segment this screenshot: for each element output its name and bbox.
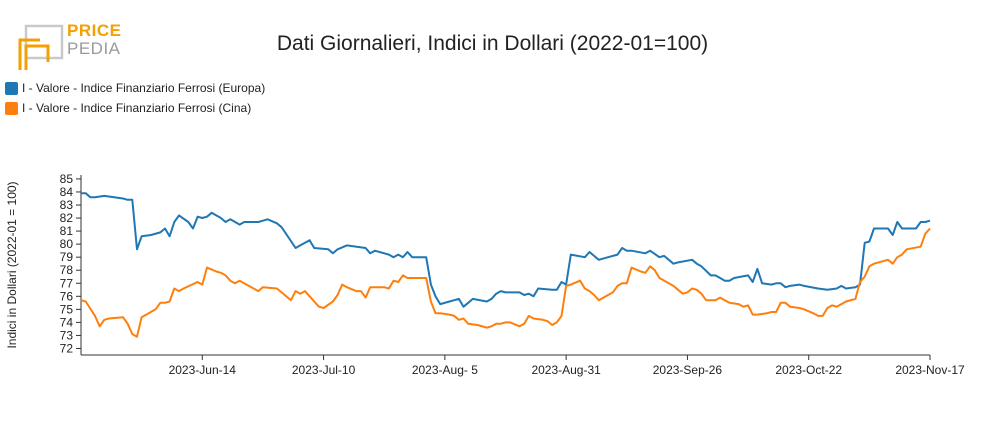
y-tick-label: 79 (60, 250, 74, 264)
y-tick-label: 85 (60, 172, 74, 186)
chart-title: Dati Giornalieri, Indici in Dollari (202… (276, 32, 709, 55)
y-tick-label: 81 (60, 224, 74, 238)
y-tick-label: 72 (60, 341, 74, 355)
x-tick-label: 2023-Jun-14 (169, 363, 237, 377)
x-tick-label: 2023-Jul-10 (292, 363, 356, 377)
legend-label-europa: I - Valore - Indice Finanziario Ferrosi … (22, 81, 266, 95)
y-axis-label: Indici in Dollari (2022-01 = 100) (5, 181, 19, 348)
x-tick-label: 2023-Oct-22 (775, 363, 842, 377)
y-tick-label: 76 (60, 289, 74, 303)
legend-item-cina[interactable]: I - Valore - Indice Finanziario Ferrosi … (5, 100, 251, 116)
x-tick-label: 2023-Aug- 5 (412, 363, 478, 377)
y-tick-label: 77 (60, 276, 74, 290)
series-line-europa (81, 192, 931, 308)
legend-swatch-cina (5, 101, 18, 115)
y-tick-label: 74 (60, 315, 74, 329)
series-line-cina (80, 227, 931, 338)
y-tick-label: 80 (60, 237, 74, 251)
y-tick-label: 82 (60, 211, 74, 225)
legend-swatch-europa (5, 81, 18, 95)
logo-text-pedia: PEDIA (67, 39, 121, 58)
y-tick-label: 78 (60, 263, 74, 277)
y-tick-label: 73 (60, 328, 74, 342)
x-tick-label: 2023-Aug-31 (531, 363, 601, 377)
x-tick-label: 2023-Nov-17 (895, 363, 965, 377)
y-tick-label: 83 (60, 198, 74, 212)
y-tick-label: 75 (60, 302, 74, 316)
legend-item-europa[interactable]: I - Valore - Indice Finanziario Ferrosi … (5, 80, 265, 96)
y-tick-label: 84 (60, 185, 74, 199)
logo-text-price: PRICE (67, 21, 122, 40)
pricepedia-logo (18, 24, 64, 70)
x-tick-label: 2023-Sep-26 (653, 363, 723, 377)
legend-label-cina: I - Valore - Indice Finanziario Ferrosi … (22, 101, 252, 115)
